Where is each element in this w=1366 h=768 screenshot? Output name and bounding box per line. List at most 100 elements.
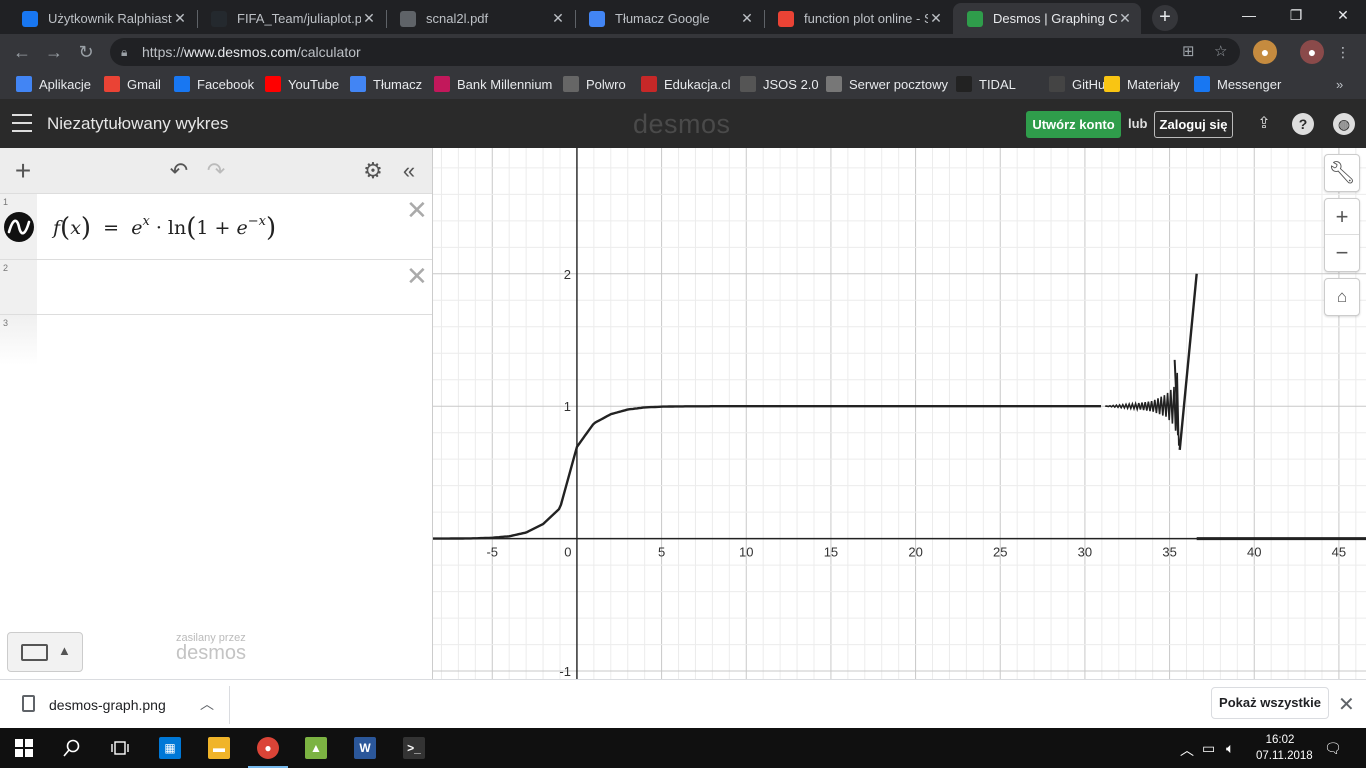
chrome-icon[interactable]: ●	[244, 728, 292, 768]
close-window-icon[interactable]: ✕	[1337, 7, 1349, 23]
download-shelf: desmos-graph.png ︿ Pokaż wszystkie ✕	[0, 679, 1366, 728]
settings-gear-icon[interactable]: ⚙	[363, 158, 383, 183]
desmos-icon	[967, 10, 983, 27]
expression-row[interactable]: 3	[0, 315, 432, 365]
hamburger-menu-icon[interactable]	[12, 114, 32, 132]
minimize-icon[interactable]: —	[1242, 7, 1256, 23]
expression-formula[interactable]: f(x) = ex · ln(1 + e−x)	[53, 213, 277, 243]
cookie-extension-icon[interactable]: ●	[1253, 40, 1277, 64]
language-globe-icon[interactable]: ◍	[1333, 113, 1355, 135]
tab-close-icon[interactable]: ✕	[174, 10, 186, 26]
tray-chevron-icon[interactable]: ︿	[1180, 742, 1194, 758]
chart-app-icon[interactable]: ▲	[292, 728, 340, 768]
bookmark-star-icon[interactable]: ☆	[1214, 43, 1228, 60]
redo-icon[interactable]: ↷	[206, 158, 226, 183]
reload-icon[interactable]: ↻	[78, 42, 94, 62]
notifications-icon[interactable]: 🗨︎	[1324, 740, 1342, 756]
browser-tab[interactable]: FIFA_Team/juliaplot.png✕	[197, 3, 385, 34]
volume-muted-icon[interactable]: 🔈︎	[1226, 740, 1235, 756]
calculator-app-icon[interactable]: ▦	[146, 728, 194, 768]
zoom-in-button[interactable]: +	[1325, 199, 1359, 235]
terminal-icon[interactable]: >_	[390, 728, 438, 768]
restore-icon[interactable]: ❐	[1289, 7, 1303, 23]
tab-title: Użytkownik Ralphiasty	[48, 11, 172, 26]
battery-icon[interactable]: ▭	[1202, 740, 1216, 756]
more-bookmarks-icon[interactable]: »	[1336, 76, 1344, 92]
graph-paper[interactable]: -5 0 5 10 15 20 25 30 35 40 45 -1 1 2 🔧︎ + − ⌂	[433, 148, 1366, 679]
x-tick-label: 10	[739, 545, 753, 560]
close-shelf-icon[interactable]: ✕	[1338, 694, 1355, 716]
delete-expression-icon[interactable]: ✕	[406, 195, 428, 225]
undo-icon[interactable]: ↶	[169, 158, 189, 183]
desmos-logo: desmos	[633, 109, 731, 139]
formula-exponent-1: x	[142, 214, 150, 229]
delete-expression-icon[interactable]: ✕	[406, 261, 428, 291]
bookmark-item[interactable]: Tłumacz	[350, 75, 422, 93]
bookmark-item[interactable]: YouTube	[265, 75, 339, 93]
collapse-panel-icon[interactable]: «	[402, 158, 416, 183]
or-label: lub	[1128, 116, 1148, 131]
browser-tab[interactable]: Tłumacz Google ✕	[575, 3, 763, 34]
browser-tab[interactable]: Desmos | Graphing Calc✕	[953, 3, 1141, 34]
search-icon[interactable]	[48, 728, 96, 768]
share-icon[interactable]: ⇪	[1257, 115, 1271, 132]
menu-dots-icon[interactable]: ⋮	[1336, 44, 1350, 60]
browser-tab[interactable]: Użytkownik Ralphiasty ✕	[8, 3, 196, 34]
login-button[interactable]: Zaloguj się	[1154, 111, 1233, 138]
back-arrow-icon[interactable]: ←	[13, 42, 31, 62]
tab-close-icon[interactable]: ✕	[363, 10, 375, 26]
bookmark-item[interactable]: Messenger	[1194, 75, 1281, 93]
bookmark-item[interactable]: GitHub	[1049, 75, 1112, 93]
task-view-icon[interactable]	[96, 728, 144, 768]
profile-avatar[interactable]: ●	[1300, 40, 1324, 64]
tab-separator	[386, 10, 387, 28]
help-icon[interactable]: ?	[1292, 113, 1314, 135]
bookmark-item[interactable]: Serwer pocztowy	[826, 75, 948, 93]
x-tick-label: 0	[564, 545, 571, 560]
bookmark-item[interactable]: Facebook	[174, 75, 254, 93]
formula-base: e	[131, 217, 143, 239]
start-button[interactable]	[0, 728, 48, 768]
keypad-toggle-button[interactable]: ▲	[7, 632, 83, 672]
tab-close-icon[interactable]: ✕	[1119, 10, 1131, 26]
tab-close-icon[interactable]: ✕	[741, 10, 753, 26]
download-item[interactable]: desmos-graph.png ︿	[0, 686, 230, 724]
new-tab-button[interactable]: +	[1152, 5, 1178, 31]
expression-row[interactable]: 1 f(x) = ex · ln(1 + e−x) ✕	[0, 194, 432, 260]
show-all-downloads-button[interactable]: Pokaż wszystkie	[1211, 687, 1329, 719]
bookmark-item[interactable]: TIDAL	[956, 75, 1016, 93]
tab-close-icon[interactable]: ✕	[930, 10, 942, 26]
word-icon[interactable]: W	[341, 728, 389, 768]
graph-canvas[interactable]: -5 0 5 10 15 20 25 30 35 40 45 -1 1 2	[433, 148, 1366, 679]
chevron-up-icon[interactable]: ︿	[200, 696, 214, 712]
wrench-icon[interactable]: 🔧︎	[1328, 160, 1356, 185]
tab-close-icon[interactable]: ✕	[552, 10, 564, 26]
expression-row[interactable]: 2 ✕	[0, 260, 432, 315]
system-clock[interactable]: 16:02 07.11.2018	[1256, 732, 1313, 764]
youtube-icon	[265, 76, 281, 92]
blowup-branch	[1173, 359, 1180, 436]
bookmark-item[interactable]: Edukacja.cl	[641, 75, 730, 93]
file-explorer-icon[interactable]: ▬	[195, 728, 243, 768]
create-account-button[interactable]: Utwórz konto	[1026, 111, 1121, 138]
address-bar[interactable]: 🔒︎ https://www.desmos.com/calculator ⊞ ☆	[110, 38, 1240, 66]
caret-up-icon: ▲	[58, 643, 71, 658]
bookmark-item[interactable]: Bank Millennium	[434, 75, 552, 93]
forward-arrow-icon[interactable]: →	[45, 42, 63, 62]
windows-taskbar: ▦ ▬ ● ▲ W >_ ︿ ▭ 🔈︎ 16:02 07.11.2018 🗨︎	[0, 728, 1366, 768]
bookmark-item[interactable]: Polwro	[563, 75, 626, 93]
browser-tab[interactable]: function plot online - S ✕	[764, 3, 952, 34]
zoom-out-button[interactable]: −	[1335, 240, 1349, 265]
bookmark-item[interactable]: Gmail	[104, 75, 161, 93]
powered-by-logo[interactable]: desmos	[176, 642, 247, 664]
browser-tab[interactable]: scnal2l.pdf ✕	[386, 3, 574, 34]
translate-page-icon[interactable]: ⊞	[1182, 43, 1195, 60]
zoom-controls: + −	[1324, 198, 1360, 272]
home-icon[interactable]: ⌂	[1336, 287, 1348, 306]
bookmark-item[interactable]: Aplikacje	[16, 75, 91, 93]
graph-title[interactable]: Niezatytułowany wykres	[47, 114, 229, 133]
graph-color-wave-icon[interactable]	[4, 212, 34, 242]
bookmark-item[interactable]: JSOS 2.0	[740, 75, 819, 93]
add-item-button[interactable]: +	[14, 155, 32, 186]
bookmark-item[interactable]: Materiały	[1104, 75, 1180, 93]
